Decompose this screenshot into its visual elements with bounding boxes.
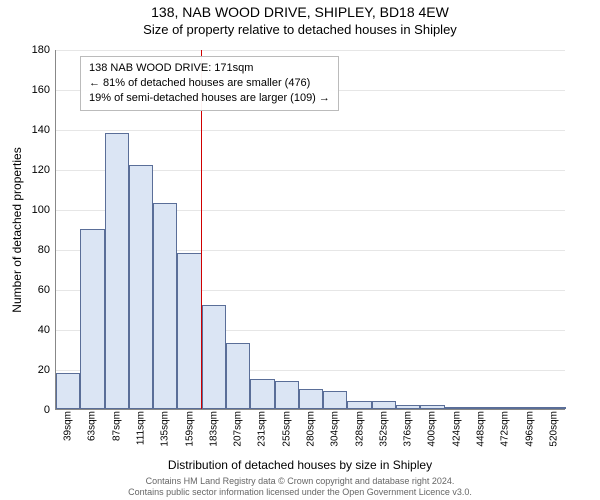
page-subtitle: Size of property relative to detached ho… (0, 22, 600, 37)
x-axis-label: Distribution of detached houses by size … (0, 458, 600, 472)
x-tick-label: 376sqm (403, 409, 414, 447)
histogram-bar (299, 389, 323, 409)
histogram-bar (250, 379, 274, 409)
histogram-chart: 02040608010012014016018039sqm63sqm87sqm1… (55, 50, 565, 410)
histogram-bar (153, 203, 177, 409)
histogram-bar (80, 229, 104, 409)
attribution-text: Contains HM Land Registry data © Crown c… (0, 476, 600, 498)
marker-legend: 138 NAB WOOD DRIVE: 171sqm← 81% of detac… (80, 56, 339, 111)
y-tick-label: 140 (32, 124, 56, 136)
y-tick-label: 80 (38, 244, 56, 256)
y-tick-label: 60 (38, 284, 56, 296)
y-tick-label: 120 (32, 164, 56, 176)
page-title: 138, NAB WOOD DRIVE, SHIPLEY, BD18 4EW (0, 4, 600, 20)
x-tick-label: 231sqm (257, 409, 268, 447)
x-tick-label: 39sqm (63, 409, 74, 441)
x-tick-label: 255sqm (281, 409, 292, 447)
histogram-bar (347, 401, 371, 409)
y-tick-label: 160 (32, 84, 56, 96)
x-tick-label: 496sqm (524, 409, 535, 447)
x-tick-label: 472sqm (500, 409, 511, 447)
attribution-line-1: Contains HM Land Registry data © Crown c… (0, 476, 600, 487)
legend-line: ← 81% of detached houses are smaller (47… (89, 76, 330, 91)
grid-line (56, 130, 565, 131)
x-tick-label: 352sqm (378, 409, 389, 447)
x-tick-label: 183sqm (208, 409, 219, 447)
histogram-bar (226, 343, 250, 409)
x-tick-label: 304sqm (330, 409, 341, 447)
y-tick-label: 20 (38, 364, 56, 376)
legend-line: 138 NAB WOOD DRIVE: 171sqm (89, 61, 330, 76)
y-tick-label: 180 (32, 44, 56, 56)
x-tick-label: 424sqm (451, 409, 462, 447)
x-tick-label: 207sqm (233, 409, 244, 447)
histogram-bar (275, 381, 299, 409)
histogram-bar (105, 133, 129, 409)
grid-line (56, 50, 565, 51)
histogram-bar (56, 373, 80, 409)
x-tick-label: 400sqm (427, 409, 438, 447)
y-tick-label: 0 (44, 404, 56, 416)
x-tick-label: 159sqm (184, 409, 195, 447)
x-tick-label: 328sqm (354, 409, 365, 447)
histogram-bar (202, 305, 226, 409)
histogram-bar (129, 165, 153, 409)
histogram-bar (372, 401, 396, 409)
x-tick-label: 280sqm (306, 409, 317, 447)
legend-line: 19% of semi-detached houses are larger (… (89, 91, 330, 106)
histogram-bar (323, 391, 347, 409)
y-tick-label: 40 (38, 324, 56, 336)
x-tick-label: 448sqm (476, 409, 487, 447)
histogram-bar (177, 253, 201, 409)
y-axis-label: Number of detached properties (10, 147, 24, 312)
x-tick-label: 111sqm (136, 409, 147, 445)
plot-area: 02040608010012014016018039sqm63sqm87sqm1… (55, 50, 565, 410)
x-tick-label: 135sqm (160, 409, 171, 447)
y-tick-label: 100 (32, 204, 56, 216)
x-tick-label: 63sqm (87, 409, 98, 441)
x-tick-label: 87sqm (111, 409, 122, 441)
x-tick-label: 520sqm (548, 409, 559, 447)
attribution-line-2: Contains public sector information licen… (0, 487, 600, 498)
